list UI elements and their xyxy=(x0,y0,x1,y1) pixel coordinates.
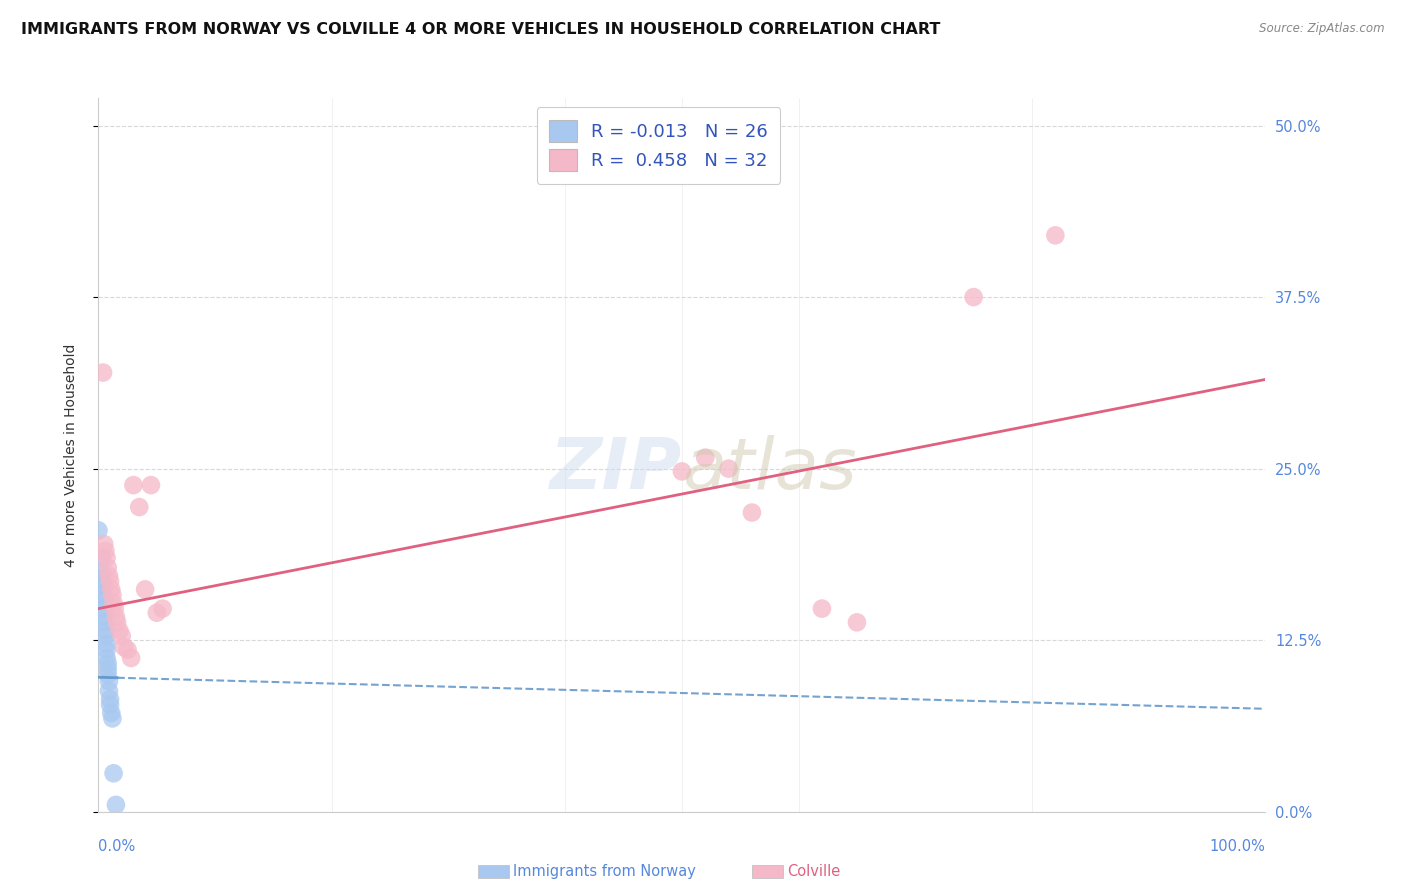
Point xyxy=(111,629,134,643)
Point xyxy=(139,478,162,492)
Point xyxy=(97,657,120,671)
Text: Source: ZipAtlas.com: Source: ZipAtlas.com xyxy=(1260,22,1385,36)
Text: ZIP: ZIP xyxy=(550,434,682,504)
Point xyxy=(96,651,118,665)
Point xyxy=(90,565,112,579)
Point xyxy=(112,640,135,654)
Point xyxy=(97,568,120,582)
Point xyxy=(811,601,834,615)
Point xyxy=(97,662,120,676)
Point xyxy=(146,606,169,620)
Point xyxy=(93,592,115,607)
Point xyxy=(671,464,693,478)
Point xyxy=(98,698,121,712)
Point xyxy=(717,461,740,475)
Point xyxy=(94,624,117,638)
Point xyxy=(117,642,139,657)
Point xyxy=(962,290,984,304)
Point xyxy=(96,637,118,651)
Point xyxy=(93,610,115,624)
Text: 0.0%: 0.0% xyxy=(98,838,135,854)
Y-axis label: 4 or more Vehicles in Household: 4 or more Vehicles in Household xyxy=(63,343,77,566)
Point xyxy=(96,642,118,657)
Text: atlas: atlas xyxy=(682,434,856,504)
Text: Colville: Colville xyxy=(787,864,841,879)
Point xyxy=(98,574,121,589)
Text: Immigrants from Norway: Immigrants from Norway xyxy=(513,864,696,879)
Point xyxy=(90,550,112,565)
Point xyxy=(103,596,125,610)
Point xyxy=(1045,228,1067,243)
Point xyxy=(104,601,127,615)
Point xyxy=(97,674,120,689)
Point xyxy=(103,766,125,780)
Point xyxy=(98,692,121,706)
Point xyxy=(104,610,127,624)
Point xyxy=(87,524,110,538)
Point xyxy=(101,711,124,725)
Point xyxy=(104,797,127,812)
Point xyxy=(94,629,117,643)
Point xyxy=(94,615,117,630)
Point xyxy=(93,537,115,551)
Point xyxy=(97,560,120,574)
Point xyxy=(105,615,128,630)
Point xyxy=(91,366,114,380)
Point xyxy=(93,601,115,615)
Point xyxy=(96,550,118,565)
Point xyxy=(152,601,174,615)
Point xyxy=(695,450,717,465)
Text: 100.0%: 100.0% xyxy=(1209,838,1265,854)
Point xyxy=(122,478,145,492)
Point xyxy=(100,706,122,720)
Legend: R = -0.013   N = 26, R =  0.458   N = 32: R = -0.013 N = 26, R = 0.458 N = 32 xyxy=(537,107,780,184)
Point xyxy=(100,582,122,597)
Point xyxy=(120,651,142,665)
Point xyxy=(94,544,117,558)
Point xyxy=(91,578,114,592)
Point xyxy=(134,582,156,597)
Text: IMMIGRANTS FROM NORWAY VS COLVILLE 4 OR MORE VEHICLES IN HOUSEHOLD CORRELATION C: IMMIGRANTS FROM NORWAY VS COLVILLE 4 OR … xyxy=(21,22,941,37)
Point xyxy=(90,571,112,585)
Point xyxy=(846,615,869,630)
Point xyxy=(128,500,150,514)
Point xyxy=(91,588,114,602)
Point xyxy=(97,667,120,681)
Point xyxy=(108,624,131,638)
Point xyxy=(101,588,124,602)
Point xyxy=(97,684,120,698)
Point xyxy=(741,506,763,520)
